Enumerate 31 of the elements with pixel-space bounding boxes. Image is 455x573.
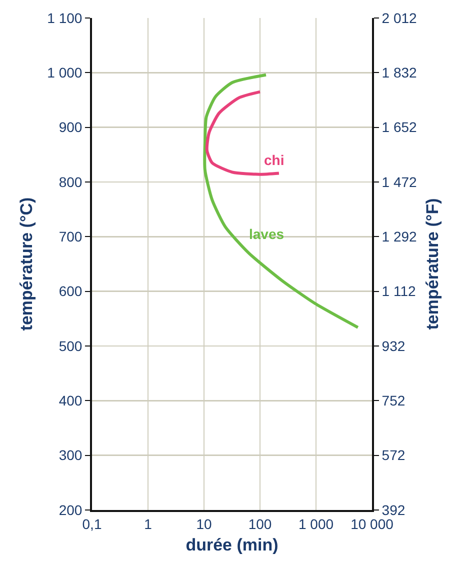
y2-tick-label: 2 012 — [382, 10, 418, 26]
x-tick-label: 1 — [144, 516, 152, 532]
y-tick-label: 900 — [58, 119, 82, 136]
y2-tick-label: 1 112 — [382, 283, 416, 300]
x-axis-title: durée (min) — [186, 536, 278, 555]
y2-tick-label: 572 — [382, 447, 406, 464]
y-tick-label: 300 — [58, 447, 82, 464]
x-tick-label: 1 000 — [298, 516, 334, 532]
y-tick-label: 400 — [58, 392, 82, 409]
x-tick-label: 10 000 — [350, 516, 394, 532]
y2-tick-label: 392 — [382, 502, 406, 518]
x-tick-label: 10 — [196, 516, 212, 532]
y-axis-title: température (°C) — [17, 197, 36, 331]
y2-tick-label: 1 472 — [382, 174, 418, 190]
y2-tick-label: 932 — [382, 338, 406, 354]
y2-tick-label: 1 292 — [382, 228, 418, 245]
y-tick-label: 1 100 — [47, 10, 82, 26]
y2-tick-label: 752 — [382, 392, 406, 409]
y2-axis-title: température (°F) — [422, 198, 442, 330]
series-label: laves — [249, 226, 284, 242]
x-tick-label: 100 — [248, 516, 272, 532]
x-tick-label: 0,1 — [82, 516, 102, 532]
y-tick-label: 800 — [58, 174, 82, 190]
y2-tick-label: 1 652 — [382, 119, 418, 136]
y-tick-label: 600 — [58, 283, 82, 300]
y-tick-label: 1 000 — [47, 64, 82, 81]
y-tick-label: 500 — [58, 338, 82, 354]
series-label: chi — [264, 152, 284, 168]
y-tick-label: 700 — [58, 228, 82, 245]
y-tick-label: 200 — [58, 502, 82, 518]
y2-tick-label: 1 832 — [382, 64, 418, 81]
